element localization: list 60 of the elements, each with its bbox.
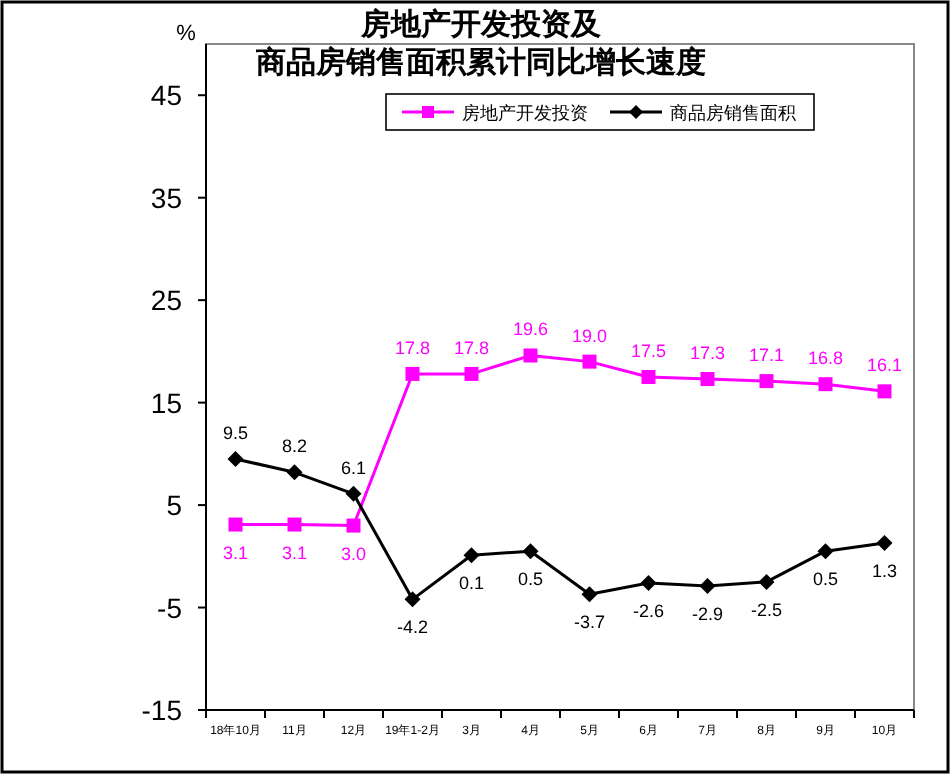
data-label: 9.5 <box>222 422 249 443</box>
data-label: 17.3 <box>689 343 726 364</box>
data-label: 19.0 <box>571 325 608 346</box>
chart-subtitle: 商品房销售面积累计同比增长速度 <box>254 44 706 80</box>
data-label: -2.5 <box>750 599 783 620</box>
point <box>463 547 480 564</box>
point <box>581 586 598 603</box>
y-tick-label: 35 <box>150 181 183 214</box>
point <box>699 578 716 595</box>
point <box>877 384 892 399</box>
point <box>346 518 361 533</box>
chart-title: 房地产开发投资及 <box>359 6 603 42</box>
y-axis-title: % <box>176 22 197 46</box>
data-label: 0.5 <box>517 569 544 590</box>
point <box>286 464 303 481</box>
y-tick-label: 45 <box>150 79 183 112</box>
data-label: 0.5 <box>812 569 839 590</box>
point <box>404 591 421 608</box>
point <box>227 450 244 467</box>
data-label: 3.1 <box>222 542 249 563</box>
y-tick-label: -15 <box>141 694 183 726</box>
data-label: 17.5 <box>630 341 667 361</box>
point <box>287 517 302 532</box>
data-label: 17.8 <box>394 337 431 358</box>
point <box>758 573 775 590</box>
point <box>876 534 893 551</box>
point <box>228 517 243 532</box>
point <box>700 372 715 387</box>
data-label: 17.1 <box>748 345 785 366</box>
point <box>759 374 774 389</box>
point <box>464 366 479 381</box>
data-label: -3.7 <box>573 612 606 633</box>
point <box>522 543 539 560</box>
point <box>405 366 420 381</box>
point <box>641 370 656 384</box>
point <box>582 354 597 369</box>
legend-label: 房地产开发投资 <box>462 103 588 123</box>
point <box>345 485 362 502</box>
data-label: 3.0 <box>340 543 367 564</box>
data-label: -2.6 <box>632 600 665 621</box>
y-tick-label: 5 <box>166 489 183 522</box>
data-label: -2.9 <box>691 604 724 625</box>
y-tick-label: 25 <box>150 284 183 317</box>
data-label: -4.2 <box>396 617 429 638</box>
data-label: 8.2 <box>281 436 308 457</box>
point <box>523 348 538 363</box>
point <box>818 377 833 392</box>
data-label: 3.1 <box>281 542 308 563</box>
legend-label: 商品房销售面积 <box>670 103 796 123</box>
point <box>817 543 834 560</box>
data-label: 16.1 <box>866 355 903 376</box>
data-label: 16.8 <box>807 348 844 369</box>
data-label: 17.8 <box>453 337 490 358</box>
data-label: 19.6 <box>512 319 549 340</box>
point <box>640 574 657 591</box>
data-label: 1.3 <box>871 560 898 581</box>
y-tick-label: 15 <box>150 386 183 419</box>
y-tick-label: -5 <box>157 591 183 624</box>
data-label: 6.1 <box>340 457 367 478</box>
data-label: 0.1 <box>458 573 485 594</box>
